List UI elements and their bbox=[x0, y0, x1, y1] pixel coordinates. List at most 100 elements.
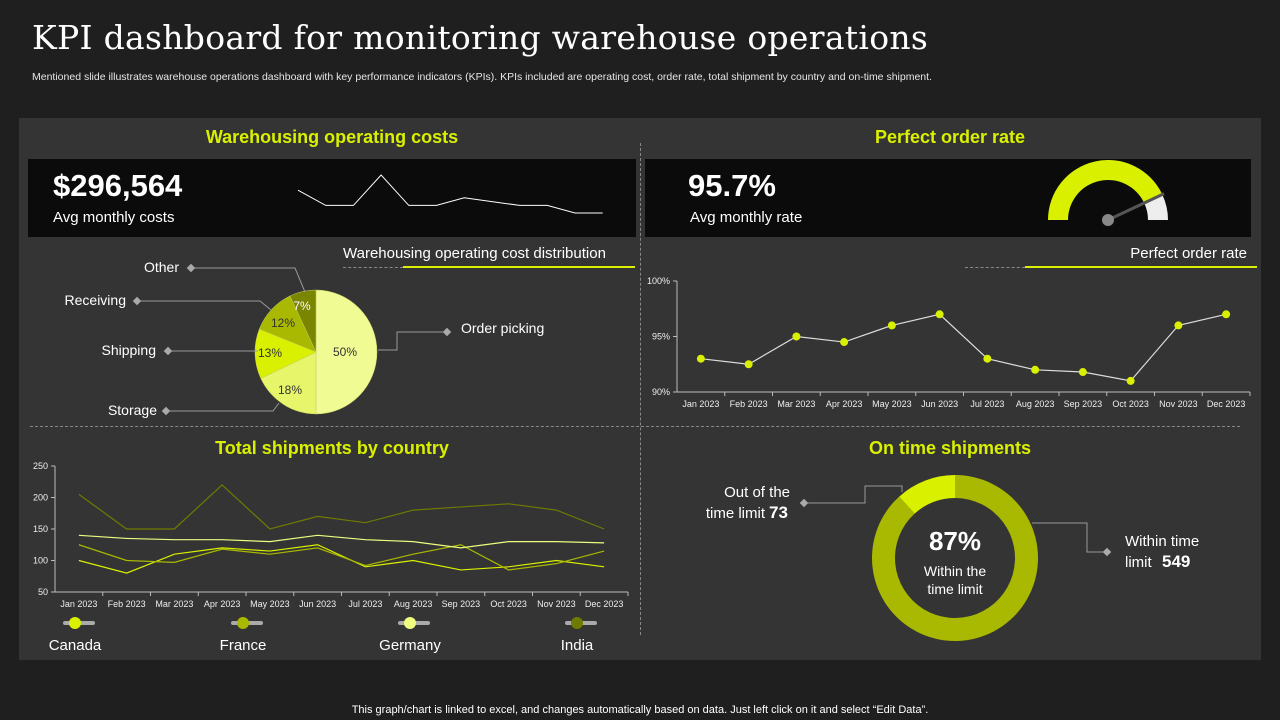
order-rate-chart-title: Perfect order rate bbox=[1130, 245, 1247, 262]
x-tick-label: Apr 2023 bbox=[826, 399, 863, 409]
vertical-divider bbox=[640, 143, 641, 635]
out-value: 73 bbox=[769, 503, 788, 522]
series-india bbox=[78, 484, 605, 530]
title-dash bbox=[965, 267, 1025, 268]
x-tick-label: Apr 2023 bbox=[204, 599, 241, 609]
costs-section-title: Warehousing operating costs bbox=[205, 127, 459, 147]
legend-dot-germany bbox=[404, 617, 416, 629]
gauge-fill bbox=[1048, 160, 1163, 220]
order-rate-section-title: Perfect order rate bbox=[874, 127, 1026, 147]
pie-slice-order-picking bbox=[315, 289, 378, 415]
y-tick-label: 100% bbox=[647, 276, 670, 286]
gauge-needle bbox=[1107, 192, 1165, 222]
x-tick-label: Sep 2023 bbox=[1064, 399, 1103, 409]
y-tick-label: 200 bbox=[33, 493, 48, 503]
x-tick-label: Feb 2023 bbox=[730, 399, 768, 409]
pie-slice-other bbox=[289, 289, 317, 353]
x-tick-label: Mar 2023 bbox=[155, 599, 193, 609]
within-label-2: limit bbox=[1125, 554, 1152, 571]
y-tick-label: 95% bbox=[652, 332, 670, 342]
pie-legend-label: Shipping bbox=[102, 342, 157, 358]
leader-line bbox=[1032, 522, 1107, 553]
x-tick-label: Oct 2023 bbox=[490, 599, 527, 609]
data-point bbox=[1222, 310, 1231, 319]
pie-slice-label: 18% bbox=[278, 383, 302, 397]
x-tick-label: May 2023 bbox=[872, 399, 912, 409]
diamond-marker bbox=[442, 327, 452, 337]
diamond-marker bbox=[1102, 547, 1112, 557]
data-point bbox=[744, 360, 753, 369]
legend-label-germany: Germany bbox=[379, 637, 441, 654]
series-canada bbox=[78, 544, 605, 574]
data-point bbox=[840, 338, 849, 347]
y-tick-label: 100 bbox=[33, 556, 48, 566]
pie-slice-label: 50% bbox=[333, 345, 357, 359]
data-point bbox=[696, 354, 705, 363]
data-point bbox=[887, 321, 896, 330]
x-tick-label: Jan 2023 bbox=[60, 599, 97, 609]
series-france bbox=[78, 544, 605, 571]
data-point bbox=[1126, 376, 1135, 385]
x-tick-label: Jan 2023 bbox=[682, 399, 719, 409]
shipments-section-title: Total shipments by country bbox=[215, 438, 449, 458]
legend-label-india: India bbox=[561, 637, 594, 654]
legend-dot-canada bbox=[69, 617, 81, 629]
shipments-chart: 50 100 150 200 250 Jan 2023 Feb 2023 Mar 2023 Ap… bbox=[33, 461, 629, 654]
x-tick-label: Jun 2023 bbox=[299, 599, 336, 609]
diamond-marker bbox=[163, 346, 173, 356]
diamond-marker bbox=[799, 498, 809, 508]
costs-sparkline bbox=[297, 174, 603, 214]
x-tick-label: Dec 2023 bbox=[1207, 399, 1246, 409]
pie-slice-label: 12% bbox=[271, 316, 295, 330]
page-subtitle: Mentioned slide illustrates warehouse op… bbox=[32, 71, 932, 83]
series-germany bbox=[78, 534, 605, 549]
page-title: KPI dashboard for monitoring warehouse o… bbox=[32, 18, 929, 57]
pie-legend-label: Order picking bbox=[461, 320, 544, 336]
pie-slice-label: 13% bbox=[258, 346, 282, 360]
gauge-hub bbox=[1102, 214, 1114, 226]
title-underline bbox=[1025, 266, 1257, 268]
pie-legend-label: Other bbox=[144, 259, 179, 275]
legend-dot-france bbox=[237, 617, 249, 629]
ontime-section-title: On time shipments bbox=[868, 438, 1032, 458]
title-underline bbox=[403, 266, 635, 268]
y-tick-label: 150 bbox=[33, 524, 48, 534]
title-dash bbox=[343, 267, 403, 268]
out-label-1: Out of the bbox=[724, 484, 790, 501]
pie-legend-label: Storage bbox=[108, 402, 157, 418]
ontime-center-label-1: Within the bbox=[923, 563, 987, 579]
legend-dot-india bbox=[571, 617, 583, 629]
leader-line bbox=[166, 402, 280, 412]
pie-slice-storage bbox=[260, 351, 317, 415]
x-tick-label: Sep 2023 bbox=[442, 599, 481, 609]
order-rate-value: 95.7% bbox=[688, 168, 776, 203]
x-tick-label: Feb 2023 bbox=[108, 599, 146, 609]
footer-note: This graph/chart is linked to excel, and… bbox=[351, 704, 929, 716]
leader-line bbox=[378, 331, 447, 351]
data-point bbox=[983, 354, 992, 363]
legend-label-canada: Canada bbox=[49, 637, 102, 654]
within-value: 549 bbox=[1162, 552, 1191, 571]
perfect-order-rate-chart: 90% 95% 100% Jan 2023 Feb 2023 Mar 2023 Apr 20… bbox=[647, 276, 1251, 409]
within-label-1: Within time bbox=[1125, 533, 1200, 550]
data-point bbox=[1078, 368, 1087, 377]
pie-slice-label: 7% bbox=[293, 299, 311, 313]
distribution-title: Warehousing operating cost distribution bbox=[343, 245, 606, 262]
rate-line bbox=[700, 313, 1227, 382]
order-rate-gauge bbox=[1048, 160, 1168, 226]
x-tick-label: Jun 2023 bbox=[921, 399, 958, 409]
data-point bbox=[935, 310, 944, 319]
order-rate-label: Avg monthly rate bbox=[690, 209, 803, 226]
y-tick-label: 50 bbox=[38, 587, 48, 597]
y-tick-label: 90% bbox=[652, 387, 670, 397]
sparkline-line bbox=[297, 174, 603, 214]
ontime-donut bbox=[799, 475, 1112, 641]
x-tick-label: Nov 2023 bbox=[1159, 399, 1198, 409]
leader-line bbox=[137, 300, 272, 311]
diamond-marker bbox=[186, 263, 196, 273]
x-tick-label: Dec 2023 bbox=[585, 599, 624, 609]
x-tick-label: May 2023 bbox=[250, 599, 290, 609]
x-tick-label: Nov 2023 bbox=[537, 599, 576, 609]
x-tick-label: Jul 2023 bbox=[970, 399, 1004, 409]
costs-label: Avg monthly costs bbox=[53, 209, 175, 226]
